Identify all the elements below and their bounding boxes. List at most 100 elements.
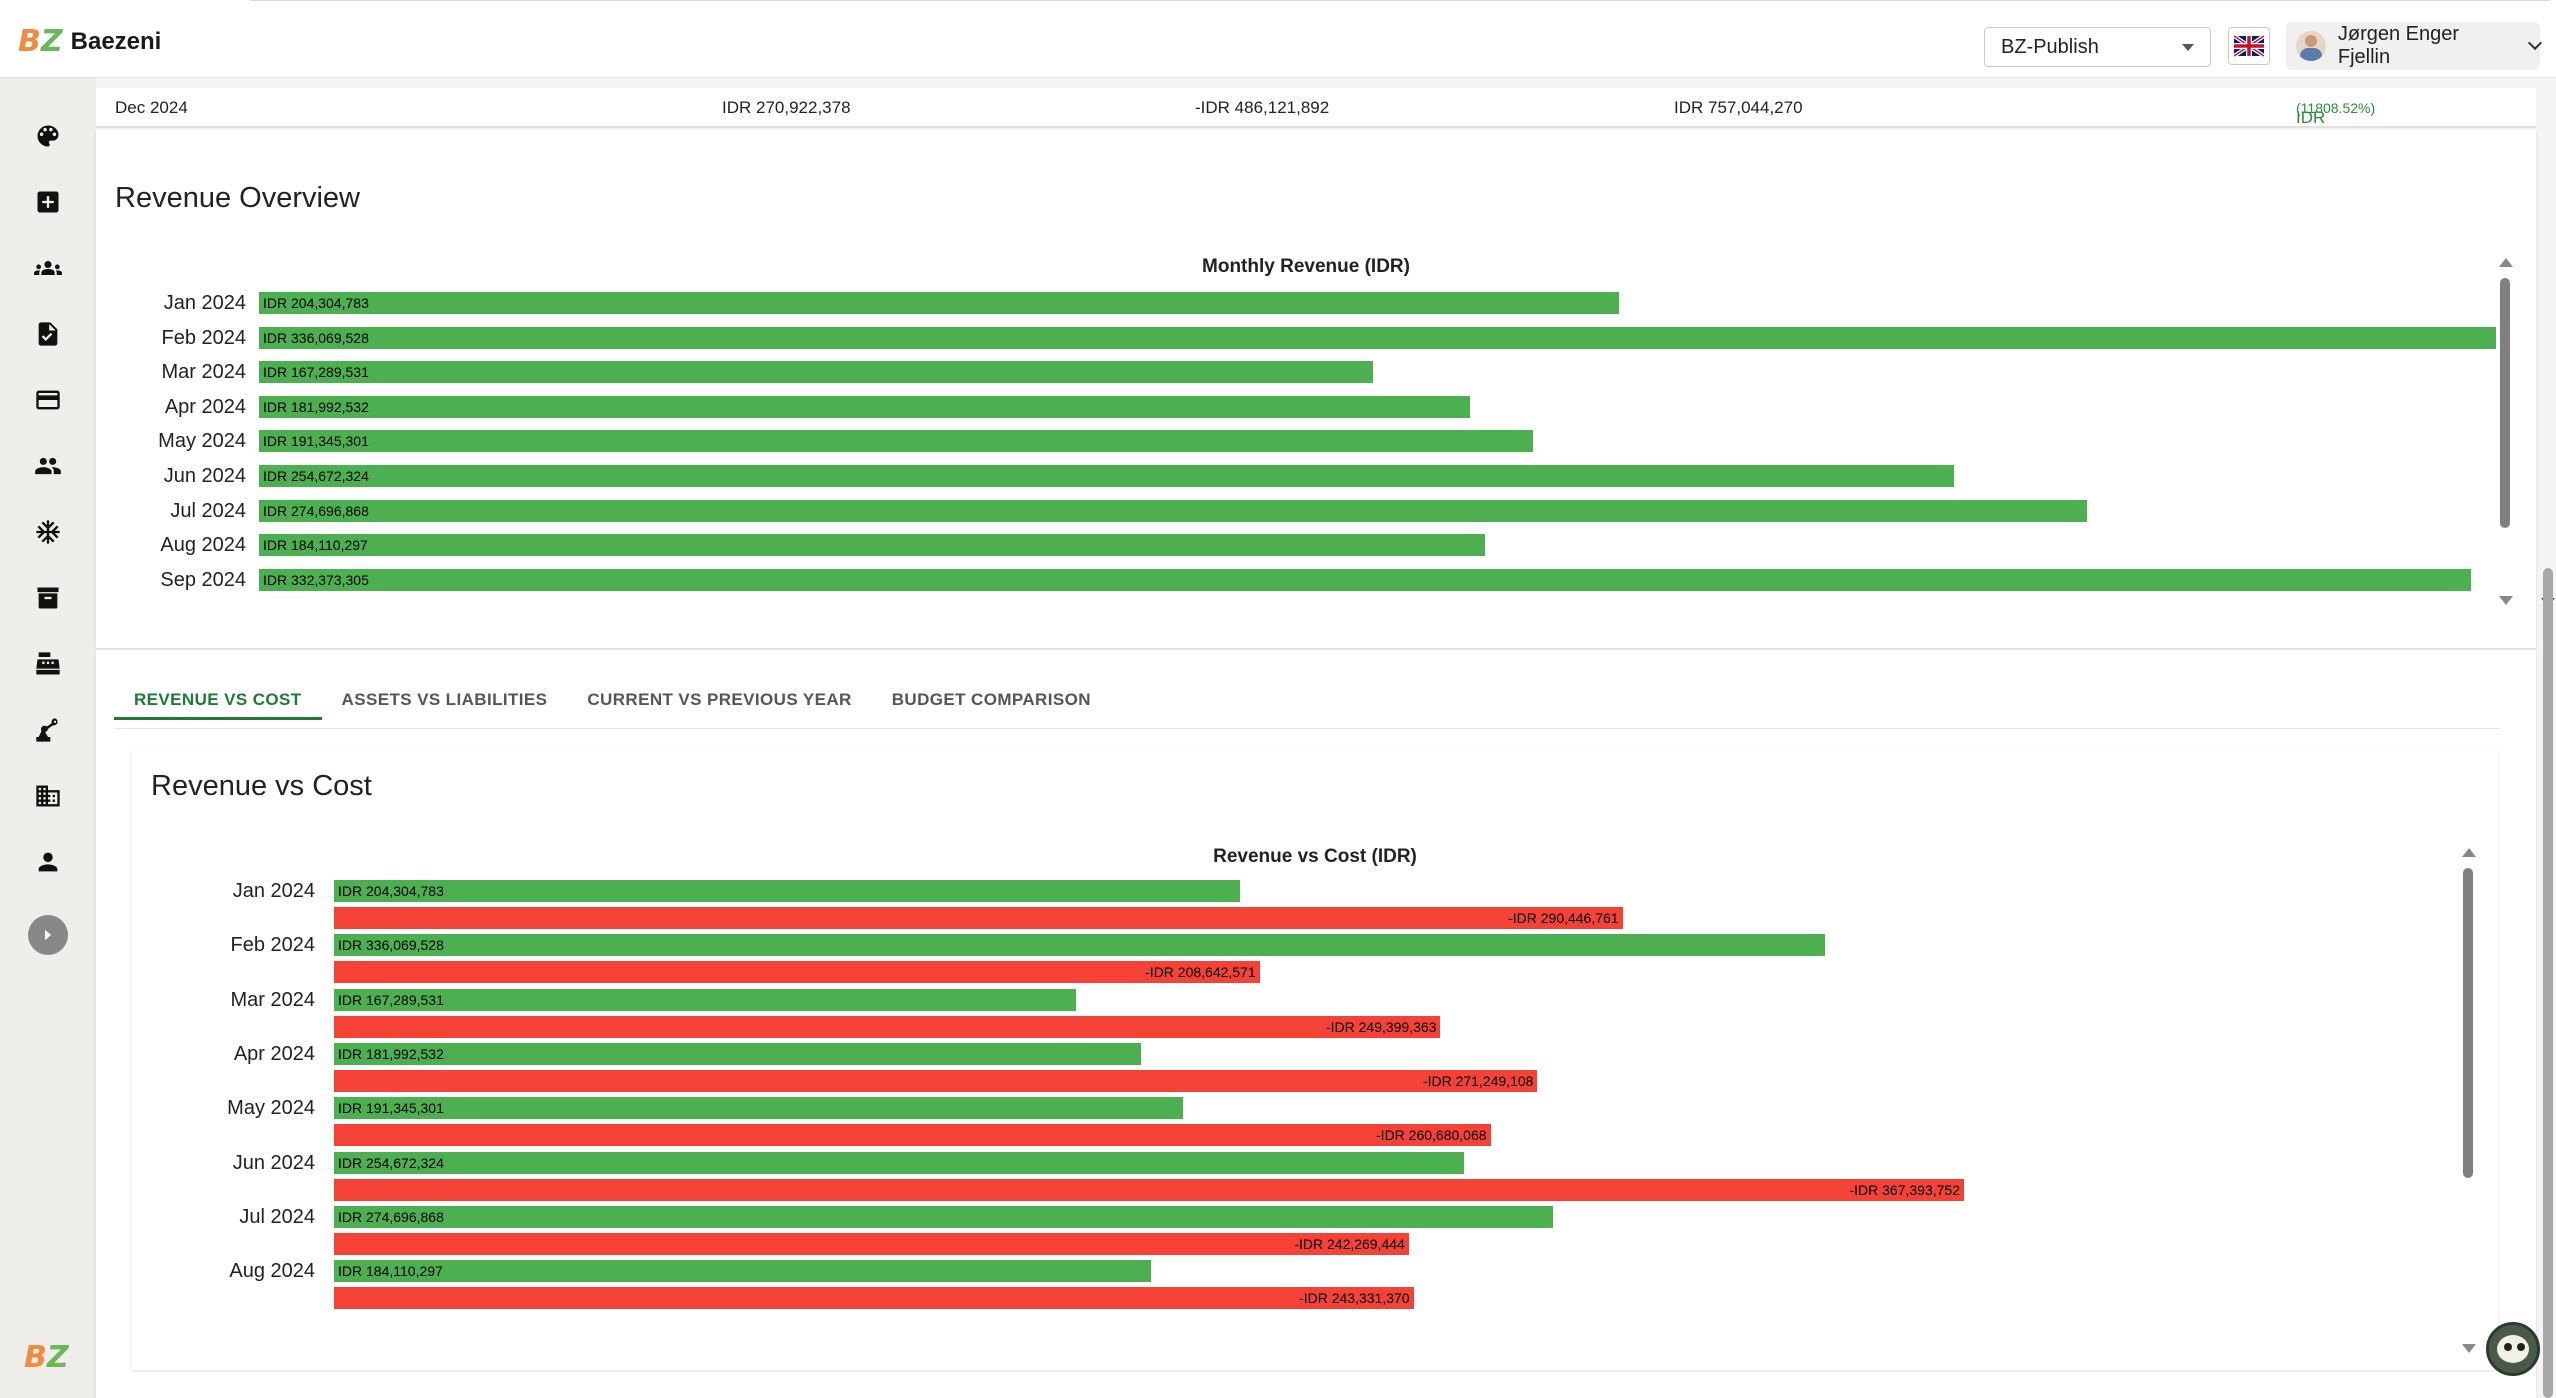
brand[interactable]: BZ Baezeni: [18, 24, 161, 59]
revenue-bar[interactable]: IDR 191,345,301: [259, 430, 1533, 453]
revenue-vs-cost-card: Revenue vs Cost Revenue vs Cost (IDR) Ja…: [132, 750, 2498, 1370]
assistant-chat-button[interactable]: [2486, 1322, 2540, 1376]
credit-card-icon[interactable]: [30, 382, 66, 418]
chevron-down-icon: [2527, 35, 2543, 51]
scroll-down-icon[interactable]: [2462, 1344, 2476, 1353]
snowflake-icon[interactable]: [30, 514, 66, 550]
bar-category-label: May 2024: [227, 1097, 315, 1120]
revenue-bar[interactable]: IDR 191,345,301: [334, 1097, 1183, 1120]
bar-category-label: Jun 2024: [163, 465, 246, 487]
archive-icon[interactable]: [30, 580, 66, 616]
revenue-bar[interactable]: IDR 336,069,528: [259, 326, 2496, 349]
cost-bar[interactable]: -IDR 243,331,370: [334, 1287, 1414, 1310]
summary-month: Dec 2024: [115, 98, 188, 117]
bar-category-label: Jul 2024: [170, 499, 246, 522]
owl-eye-icon: [2504, 1343, 2512, 1351]
summary-result: IDR 763,510,028 (11808.52%): [2296, 100, 2391, 147]
revenue-bar[interactable]: IDR 204,304,783: [259, 292, 1619, 314]
company-select[interactable]: BZ-Publish: [1984, 27, 2211, 67]
bar-category-label: Sep 2024: [160, 568, 246, 591]
cash-register-icon[interactable]: [30, 646, 66, 682]
summary-cost: -IDR 486,121,892: [1195, 98, 1330, 117]
bar-category-label: Jul 2024: [239, 1205, 315, 1228]
bar-category-label: Aug 2024: [160, 534, 246, 557]
building-icon[interactable]: [30, 778, 66, 814]
revenue-bar[interactable]: IDR 167,289,531: [334, 988, 1077, 1011]
sidebar-expand-button[interactable]: [28, 915, 68, 955]
revenue-bar[interactable]: IDR 181,992,532: [259, 395, 1471, 418]
person-icon[interactable]: [30, 844, 66, 880]
caret-down-icon: [2182, 44, 2194, 51]
bar-category-label: Mar 2024: [230, 988, 316, 1011]
revenue-bar[interactable]: IDR 274,696,868: [334, 1205, 1553, 1228]
bar-category-label: Apr 2024: [233, 1042, 315, 1065]
comparison-tabs: REVENUE VS COST ASSETS VS LIABILITIES CU…: [114, 670, 1111, 720]
cost-bar[interactable]: -IDR 290,446,761: [334, 907, 1623, 929]
tabs-divider: [114, 728, 2500, 729]
revenue-bar[interactable]: IDR 181,992,532: [334, 1042, 1142, 1065]
chart-scrollbar[interactable]: [2499, 258, 2513, 608]
revenue-bar[interactable]: IDR 184,110,297: [334, 1260, 1151, 1283]
company-select-value: BZ-Publish: [2001, 35, 2099, 58]
scroll-down-icon[interactable]: [2499, 596, 2513, 605]
cost-bar[interactable]: -IDR 242,269,444: [334, 1232, 1409, 1255]
group-icon[interactable]: [30, 250, 66, 286]
bar-category-label: Jan 2024: [232, 880, 315, 902]
palette-icon[interactable]: [30, 118, 66, 154]
user-name: Jørgen Enger Fjellin: [2337, 23, 2460, 68]
revenue-bar[interactable]: IDR 254,672,324: [259, 465, 1955, 487]
bar-category-label: Aug 2024: [229, 1260, 315, 1283]
summary-revenue: IDR 270,922,378: [722, 98, 851, 117]
cost-bar[interactable]: -IDR 208,642,571: [334, 961, 1260, 984]
revenue-overview-title: Revenue Overview: [115, 182, 360, 214]
revenue-vs-cost-chart[interactable]: Jan 2024 IDR 204,304,783 -IDR 290,446,761 F…: [132, 878, 2452, 1353]
cost-bar[interactable]: -IDR 367,393,752: [334, 1178, 1964, 1201]
monthly-revenue-chart-title: Monthly Revenue (IDR): [1202, 256, 1410, 277]
scroll-up-icon[interactable]: [2462, 848, 2476, 857]
top-bar: BZ Baezeni BZ-Publish Jørgen Enger Fjell…: [0, 0, 2556, 78]
scroll-up-icon[interactable]: [2499, 258, 2513, 267]
people-icon[interactable]: [30, 448, 66, 484]
revenue-bar[interactable]: IDR 204,304,783: [334, 880, 1241, 902]
owl-eye-icon: [2517, 1343, 2525, 1351]
avatar: [2296, 31, 2326, 61]
revenue-bar[interactable]: IDR 184,110,297: [259, 534, 1485, 557]
user-menu-button[interactable]: Jørgen Enger Fjellin: [2286, 22, 2543, 70]
monthly-revenue-chart[interactable]: Jan 2024 IDR 204,304,783 Feb 2024 IDR 336,0…: [96, 290, 2496, 616]
cost-bar[interactable]: -IDR 249,399,363: [334, 1015, 1441, 1038]
comparison-card: REVENUE VS COST ASSETS VS LIABILITIES CU…: [96, 650, 2536, 1398]
document-check-icon[interactable]: [30, 316, 66, 352]
language-button[interactable]: [2228, 27, 2270, 65]
tab-revenue-vs-cost[interactable]: REVENUE VS COST: [114, 670, 322, 720]
revenue-overview-card: Revenue Overview Monthly Revenue (IDR) J…: [96, 130, 2536, 648]
tab-current-vs-previous-year[interactable]: CURRENT VS PREVIOUS YEAR: [587, 690, 852, 709]
page-scroll-thumb[interactable]: [2543, 568, 2553, 1398]
sidebar: BZ: [0, 78, 96, 1398]
revenue-bar[interactable]: IDR 336,069,528: [334, 934, 1826, 957]
tab-assets-vs-liabilities[interactable]: ASSETS VS LIABILITIES: [341, 690, 548, 709]
revenue-vs-cost-chart-title: Revenue vs Cost (IDR): [1213, 846, 1417, 867]
cost-bar[interactable]: -IDR 271,249,108: [334, 1069, 1538, 1092]
revenue-bar[interactable]: IDR 332,373,305: [259, 568, 2472, 591]
chevron-right-icon: [45, 929, 51, 941]
robot-arm-icon[interactable]: [30, 712, 66, 748]
scroll-thumb[interactable]: [2463, 868, 2473, 1178]
cost-bar[interactable]: -IDR 260,680,068: [334, 1124, 1491, 1147]
footer-logo-icon: BZ: [24, 1340, 69, 1375]
scroll-thumb[interactable]: [2500, 278, 2510, 528]
tab-budget-comparison[interactable]: BUDGET COMPARISON: [891, 690, 1091, 709]
chart-scrollbar[interactable]: [2462, 848, 2476, 1358]
bar-category-label: Feb 2024: [230, 934, 315, 957]
bar-category-label: May 2024: [158, 430, 246, 453]
plus-box-icon[interactable]: [30, 184, 66, 220]
uk-flag-icon: [2234, 35, 2264, 57]
summary-assets: IDR 757,044,270: [1674, 98, 1803, 117]
brand-name: Baezeni: [70, 27, 162, 55]
revenue-vs-cost-title: Revenue vs Cost: [151, 770, 372, 802]
top-divider: [250, 0, 2550, 1]
bar-category-label: Jun 2024: [232, 1151, 315, 1174]
revenue-bar[interactable]: IDR 254,672,324: [334, 1151, 1464, 1174]
revenue-bar[interactable]: IDR 167,289,531: [259, 361, 1373, 384]
page-scrollbar[interactable]: [2540, 78, 2556, 1398]
revenue-bar[interactable]: IDR 274,696,868: [259, 499, 2088, 522]
